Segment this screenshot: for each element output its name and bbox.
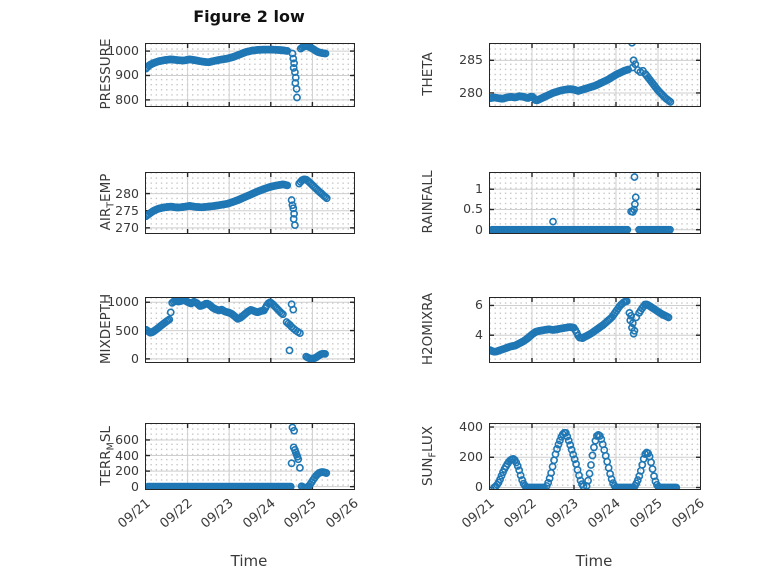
plot-area-sun_flux [489,423,701,490]
y-tick-label: 0.5 [463,201,483,217]
x-tick-label: 09/22 [501,496,540,532]
y-tick-label: 270 [115,219,139,235]
y-tick-label: 0 [475,221,483,237]
plot-area-h2omixra [489,297,701,363]
y-tick-label: 200 [459,449,483,465]
x-tick-label: 09/26 [669,496,708,532]
plot-area-theta [489,43,701,107]
plot-area-air_temp [145,172,355,234]
y-tick-label: 900 [115,67,139,83]
y-tick-label: 1000 [107,294,139,310]
y-tick-label: 280 [459,84,483,100]
plot-area-rainfall [489,172,701,234]
plot-area-pressure [145,43,355,107]
plot-area-mixdepth [145,297,355,363]
y-tick-label: 280 [115,185,139,201]
y-tick-label: 4 [475,327,483,343]
y-axis-label-sun_flux: SUNFLUX [420,425,439,486]
y-tick-label: 1000 [107,43,139,59]
x-tick-label: 09/26 [323,496,362,532]
y-tick-label: 285 [459,52,483,68]
y-tick-label: 1 [475,181,483,197]
y-tick-label: 0 [131,478,139,494]
y-tick-label: 600 [115,431,139,447]
plot-area-terr_m_sl [145,423,355,490]
y-tick-label: 400 [459,419,483,435]
x-tick-label: 09/23 [543,496,582,532]
y-tick-label: 6 [475,297,483,313]
x-tick-label: 09/21 [459,496,498,532]
y-tick-label: 500 [115,322,139,338]
figure-title: Figure 2 low [193,7,305,26]
x-axis-title-left: Time [230,552,268,570]
x-tick-label: 09/25 [627,496,666,532]
y-axis-label-terr_m_sl: TERRMSL [98,425,117,486]
y-tick-label: 400 [115,447,139,463]
x-tick-label: 09/24 [585,496,624,532]
y-tick-label: 275 [115,202,139,218]
y-tick-label: 800 [115,91,139,107]
y-tick-label: 200 [115,463,139,479]
x-axis-title-right: Time [575,552,613,570]
y-tick-label: 0 [131,350,139,366]
y-tick-label: 0 [475,479,483,495]
